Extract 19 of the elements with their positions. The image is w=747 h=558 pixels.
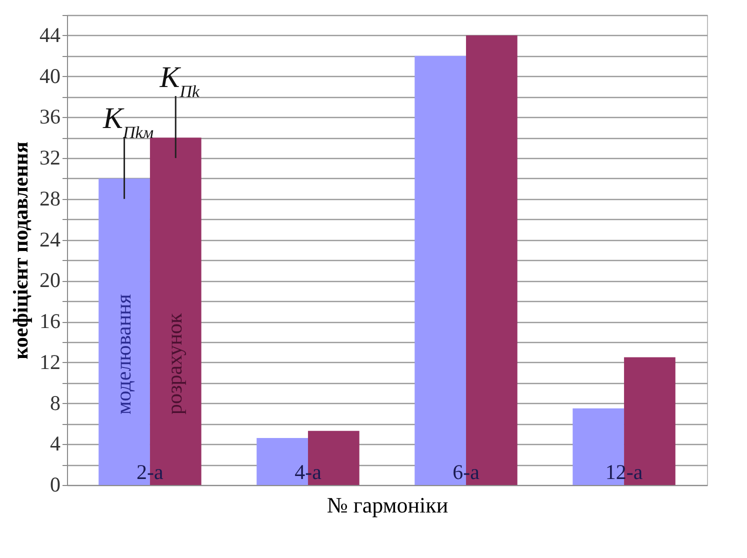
- y-axis-title: коефіцієнт подавлення: [8, 142, 32, 360]
- y-tick-label: 16: [40, 309, 60, 334]
- y-tick-label: 0: [50, 472, 60, 496]
- y-tick-label: 20: [40, 268, 60, 292]
- y-tick-label: 36: [40, 104, 60, 129]
- annotation: K$_{Пkм}$: [102, 102, 154, 142]
- x-axis-title: № гармоніки: [326, 492, 448, 518]
- series-label: розрахунок: [162, 312, 187, 414]
- y-tick-label: 44: [40, 22, 61, 47]
- x-tick-label: 2-а: [136, 460, 164, 484]
- series-label: моделювання: [111, 294, 136, 414]
- y-tick-label: 24: [40, 227, 61, 252]
- y-tick-label: 8: [50, 390, 60, 415]
- annotation: K$_{Пk}$: [158, 61, 200, 101]
- y-tick-label: 40: [40, 64, 60, 88]
- y-tick-label: 12: [40, 350, 60, 374]
- y-tick-label: 32: [40, 146, 60, 170]
- y-tick-label: 28: [40, 186, 60, 210]
- y-tick-label: 4: [50, 432, 61, 456]
